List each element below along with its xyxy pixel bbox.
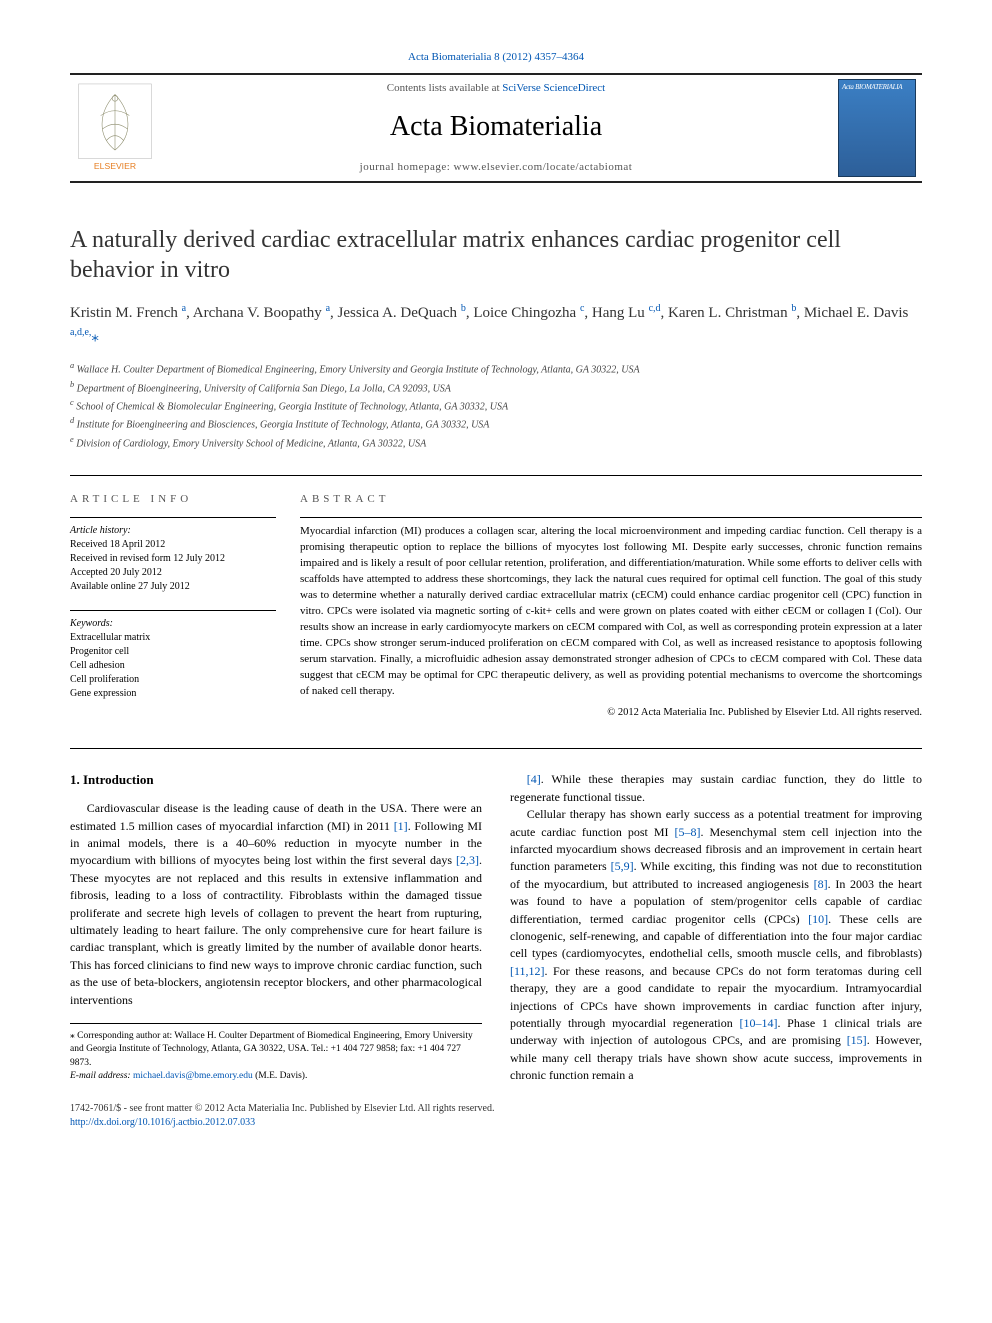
authors-line: Kristin M. French a, Archana V. Boopathy…	[70, 301, 922, 348]
ref-link[interactable]: [8]	[814, 877, 828, 891]
history-label: Article history:	[70, 525, 131, 536]
front-matter-line: 1742-7061/$ - see front matter © 2012 Ac…	[70, 1102, 922, 1116]
journal-name: Acta Biomaterialia	[390, 107, 602, 146]
keyword: Cell adhesion	[70, 660, 125, 671]
history-line: Received 18 April 2012	[70, 539, 165, 550]
elsevier-logo: ELSEVIER	[70, 75, 160, 181]
cover-title: Acta BIOMATERIALIA	[842, 83, 912, 93]
citation-header: Acta Biomaterialia 8 (2012) 4357–4364	[70, 50, 922, 65]
intro-p1: Cardiovascular disease is the leading ca…	[70, 800, 482, 1009]
affiliation-line: e Division of Cardiology, Emory Universi…	[70, 434, 922, 451]
section-rule	[70, 748, 922, 749]
intro-p2: [4]. While these therapies may sustain c…	[510, 771, 922, 806]
affiliation-line: c School of Chemical & Biomolecular Engi…	[70, 397, 922, 414]
corr-email-line: E-mail address: michael.davis@bme.emory.…	[70, 1070, 482, 1083]
abstract-text: Myocardial infarction (MI) produces a co…	[300, 517, 922, 699]
keyword: Progenitor cell	[70, 646, 129, 657]
journal-header-band: ELSEVIER Contents lists available at Sci…	[70, 73, 922, 183]
corr-email-link[interactable]: michael.davis@bme.emory.edu	[133, 1071, 253, 1081]
ref-link[interactable]: [10]	[808, 912, 828, 926]
article-history: Article history: Received 18 April 2012 R…	[70, 517, 276, 594]
journal-cover-thumb: Acta BIOMATERIALIA	[832, 75, 922, 181]
ref-link[interactable]: [2,3]	[456, 853, 479, 867]
abstract-label: ABSTRACT	[300, 492, 922, 507]
contents-prefix: Contents lists available at	[387, 82, 502, 94]
keywords-label: Keywords:	[70, 618, 113, 629]
article-meta-row: ARTICLE INFO Article history: Received 1…	[70, 475, 922, 720]
corresponding-footnote: ⁎ Corresponding author at: Wallace H. Co…	[70, 1023, 482, 1083]
history-line: Accepted 20 July 2012	[70, 567, 162, 578]
article-title: A naturally derived cardiac extracellula…	[70, 225, 922, 285]
ref-link[interactable]: [5,9]	[611, 859, 634, 873]
contents-line: Contents lists available at SciVerse Sci…	[387, 81, 605, 96]
svg-text:ELSEVIER: ELSEVIER	[94, 162, 136, 172]
history-line: Available online 27 July 2012	[70, 581, 190, 592]
email-label: E-mail address:	[70, 1071, 133, 1081]
affiliation-line: d Institute for Bioengineering and Biosc…	[70, 415, 922, 432]
corr-author-note: ⁎ Corresponding author at: Wallace H. Co…	[70, 1030, 482, 1070]
sciencedirect-link[interactable]: SciVerse ScienceDirect	[502, 82, 605, 94]
ref-link[interactable]: [11,12]	[510, 964, 545, 978]
article-info-col: ARTICLE INFO Article history: Received 1…	[70, 492, 300, 720]
citation-link[interactable]: Acta Biomaterialia 8 (2012) 4357–4364	[408, 51, 584, 63]
email-suffix: (M.E. Davis).	[253, 1071, 308, 1081]
affiliation-line: a Wallace H. Coulter Department of Biome…	[70, 360, 922, 377]
article-info-label: ARTICLE INFO	[70, 492, 276, 507]
header-center: Contents lists available at SciVerse Sci…	[160, 75, 832, 181]
affiliation-line: b Department of Bioengineering, Universi…	[70, 379, 922, 396]
keywords-block: Keywords: Extracellular matrix Progenitor…	[70, 610, 276, 701]
ref-link[interactable]: [5–8]	[675, 825, 701, 839]
ref-link[interactable]: [4]	[527, 772, 541, 786]
section-heading-intro: 1. Introduction	[70, 771, 482, 790]
keyword: Gene expression	[70, 688, 136, 699]
ref-link[interactable]: [15]	[847, 1033, 867, 1047]
page-footer: 1742-7061/$ - see front matter © 2012 Ac…	[70, 1102, 922, 1130]
journal-homepage: journal homepage: www.elsevier.com/locat…	[360, 160, 633, 175]
keyword: Cell proliferation	[70, 674, 139, 685]
body-columns: 1. Introduction Cardiovascular disease i…	[70, 771, 922, 1084]
abstract-copyright: © 2012 Acta Materialia Inc. Published by…	[300, 706, 922, 721]
doi-link[interactable]: http://dx.doi.org/10.1016/j.actbio.2012.…	[70, 1117, 255, 1128]
abstract-col: ABSTRACT Myocardial infarction (MI) prod…	[300, 492, 922, 720]
ref-link[interactable]: [1]	[394, 819, 408, 833]
history-line: Received in revised form 12 July 2012	[70, 553, 225, 564]
intro-p3: Cellular therapy has shown early success…	[510, 806, 922, 1084]
affiliations: a Wallace H. Coulter Department of Biome…	[70, 360, 922, 451]
ref-link[interactable]: [10–14]	[739, 1016, 777, 1030]
keyword: Extracellular matrix	[70, 632, 150, 643]
